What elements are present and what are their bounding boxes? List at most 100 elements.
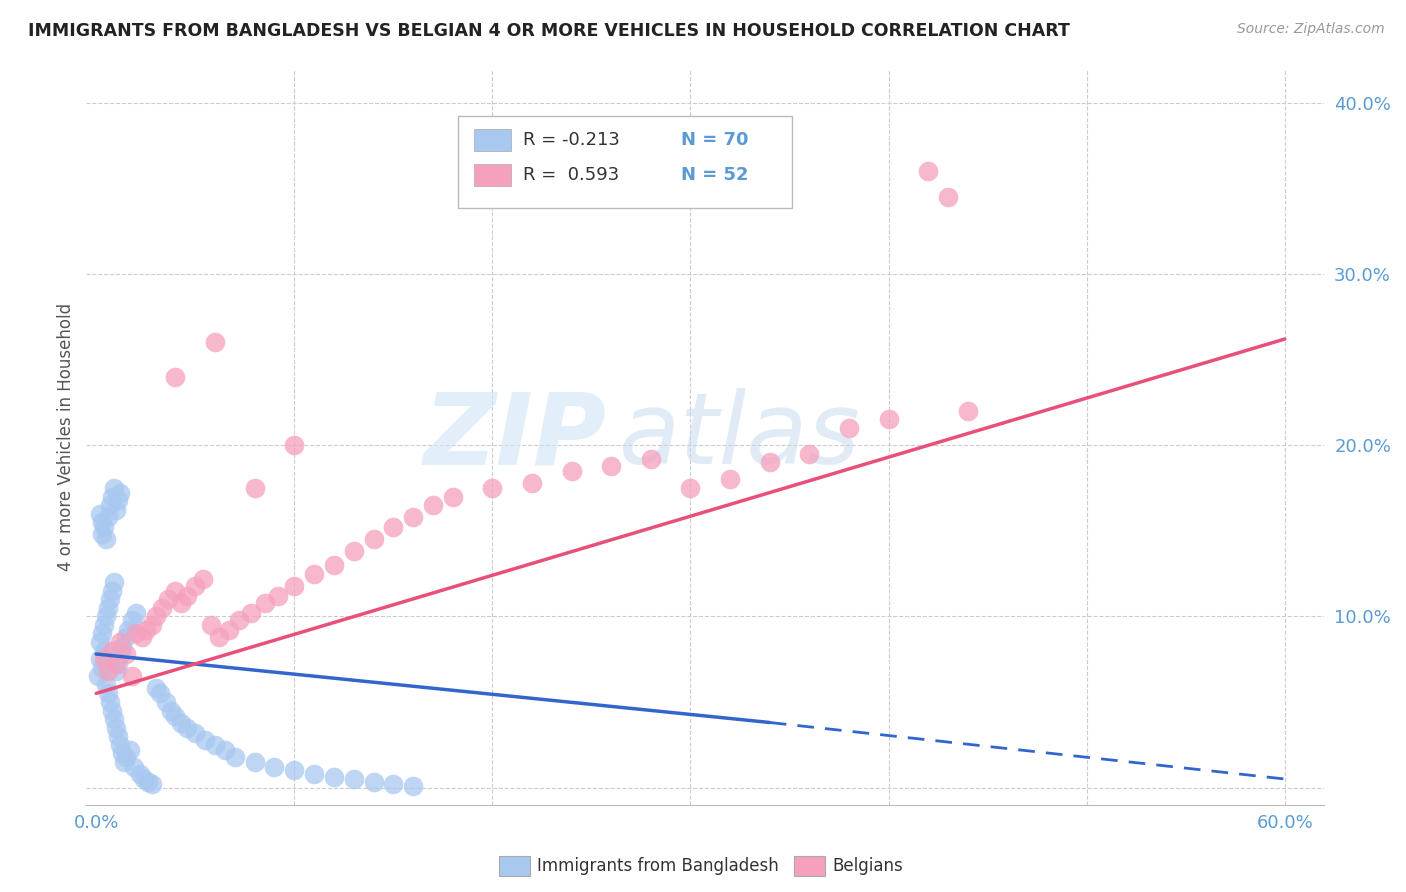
Point	[917, 164, 939, 178]
Text: atlas: atlas	[619, 388, 860, 485]
Point	[155, 695, 177, 709]
Point	[97, 600, 120, 615]
Point	[89, 635, 111, 649]
Point	[103, 481, 125, 495]
Point	[91, 527, 114, 541]
Point	[105, 657, 128, 672]
Point	[204, 738, 226, 752]
Point	[718, 472, 741, 486]
Point	[204, 335, 226, 350]
Point	[214, 743, 236, 757]
Point	[111, 747, 134, 761]
Point	[758, 455, 780, 469]
Point	[103, 712, 125, 726]
Point	[97, 510, 120, 524]
Point	[91, 626, 114, 640]
Point	[156, 592, 179, 607]
Point	[89, 652, 111, 666]
Point	[520, 475, 543, 490]
Point	[165, 583, 187, 598]
Point	[135, 623, 157, 637]
Point	[141, 777, 163, 791]
Point	[224, 749, 246, 764]
Text: R = -0.213: R = -0.213	[523, 131, 620, 149]
Point	[93, 618, 115, 632]
Point	[121, 613, 143, 627]
Text: ZIP: ZIP	[423, 388, 606, 485]
Point	[160, 704, 183, 718]
Text: N = 52: N = 52	[681, 166, 748, 185]
Point	[94, 533, 117, 547]
Point	[101, 490, 124, 504]
Point	[343, 772, 366, 786]
Point	[441, 490, 464, 504]
Point	[799, 447, 821, 461]
Point	[322, 770, 344, 784]
Point	[184, 578, 207, 592]
Point	[838, 421, 860, 435]
Point	[132, 772, 155, 786]
Point	[108, 635, 131, 649]
Point	[176, 589, 198, 603]
Point	[170, 596, 193, 610]
Point	[283, 438, 305, 452]
Point	[165, 369, 187, 384]
Point	[117, 623, 139, 637]
Point	[93, 520, 115, 534]
Point	[956, 404, 979, 418]
Point	[141, 618, 163, 632]
Point	[145, 609, 167, 624]
Point	[107, 492, 129, 507]
Point	[105, 503, 128, 517]
Point	[402, 510, 425, 524]
Point	[93, 643, 115, 657]
Point	[302, 767, 325, 781]
Point	[253, 596, 276, 610]
Point	[343, 544, 366, 558]
Bar	[474, 128, 510, 151]
Point	[363, 775, 385, 789]
Point	[91, 515, 114, 529]
Point	[176, 721, 198, 735]
Y-axis label: 4 or more Vehicles in Household: 4 or more Vehicles in Household	[58, 302, 75, 571]
Point	[105, 721, 128, 735]
Text: N = 70: N = 70	[681, 131, 748, 149]
Bar	[474, 164, 510, 186]
Text: Belgians: Belgians	[832, 857, 903, 875]
Point	[115, 630, 138, 644]
Point	[194, 732, 217, 747]
Point	[107, 657, 129, 672]
Point	[108, 486, 131, 500]
Point	[98, 592, 121, 607]
Point	[128, 767, 150, 781]
Point	[267, 589, 290, 603]
Point	[877, 412, 900, 426]
Point	[283, 578, 305, 592]
Point	[283, 764, 305, 778]
Point	[402, 779, 425, 793]
Point	[115, 749, 138, 764]
Point	[184, 725, 207, 739]
Point	[422, 498, 444, 512]
Point	[170, 715, 193, 730]
FancyBboxPatch shape	[458, 116, 792, 209]
Point	[93, 652, 115, 666]
Text: IMMIGRANTS FROM BANGLADESH VS BELGIAN 4 OR MORE VEHICLES IN HOUSEHOLD CORRELATIO: IMMIGRANTS FROM BANGLADESH VS BELGIAN 4 …	[28, 22, 1070, 40]
Point	[243, 755, 266, 769]
Point	[122, 760, 145, 774]
Point	[218, 623, 240, 637]
Point	[101, 643, 124, 657]
Point	[94, 678, 117, 692]
Point	[679, 481, 702, 495]
Point	[121, 669, 143, 683]
Text: Source: ZipAtlas.com: Source: ZipAtlas.com	[1237, 22, 1385, 37]
Point	[263, 760, 285, 774]
Point	[640, 451, 662, 466]
Point	[382, 777, 405, 791]
Point	[115, 647, 138, 661]
Point	[239, 606, 262, 620]
Point	[89, 507, 111, 521]
Point	[101, 704, 124, 718]
Point	[87, 669, 110, 683]
Point	[165, 708, 187, 723]
